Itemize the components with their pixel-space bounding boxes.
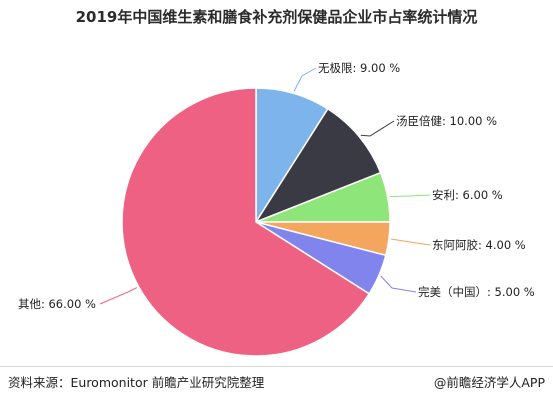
pie-slice [254, 107, 382, 224]
slice-label: 其他: 66.00 % [18, 297, 96, 311]
pie-slice [121, 87, 371, 357]
slice-label: 无极限: 9.00 % [318, 61, 400, 75]
leader-line [360, 120, 395, 137]
slice-label: 东阿阿胶: 4.00 % [432, 238, 526, 252]
slice-label: 汤臣倍健: 10.00 % [396, 114, 497, 128]
chart-title: 2019年中国维生素和膳食补充剂保健品企业市占率统计情况 [75, 8, 478, 26]
leader-line [293, 67, 317, 92]
footer-divider [0, 366, 553, 367]
leader-line [390, 238, 431, 246]
slice-label: 完美（中国）: 5.00 % [418, 285, 535, 299]
slice-label: 安利: 6.00 % [432, 188, 503, 202]
footer: 资料来源：Euromonitor 前瞻产业研究院整理 @前瞻经济学人APP [8, 372, 545, 394]
source-note: 资料来源：Euromonitor 前瞻产业研究院整理 [8, 375, 265, 390]
leader-line [389, 194, 431, 198]
leader-line [99, 287, 138, 305]
leader-line [380, 275, 417, 293]
brand-credit: @前瞻经济学人APP [433, 375, 545, 390]
